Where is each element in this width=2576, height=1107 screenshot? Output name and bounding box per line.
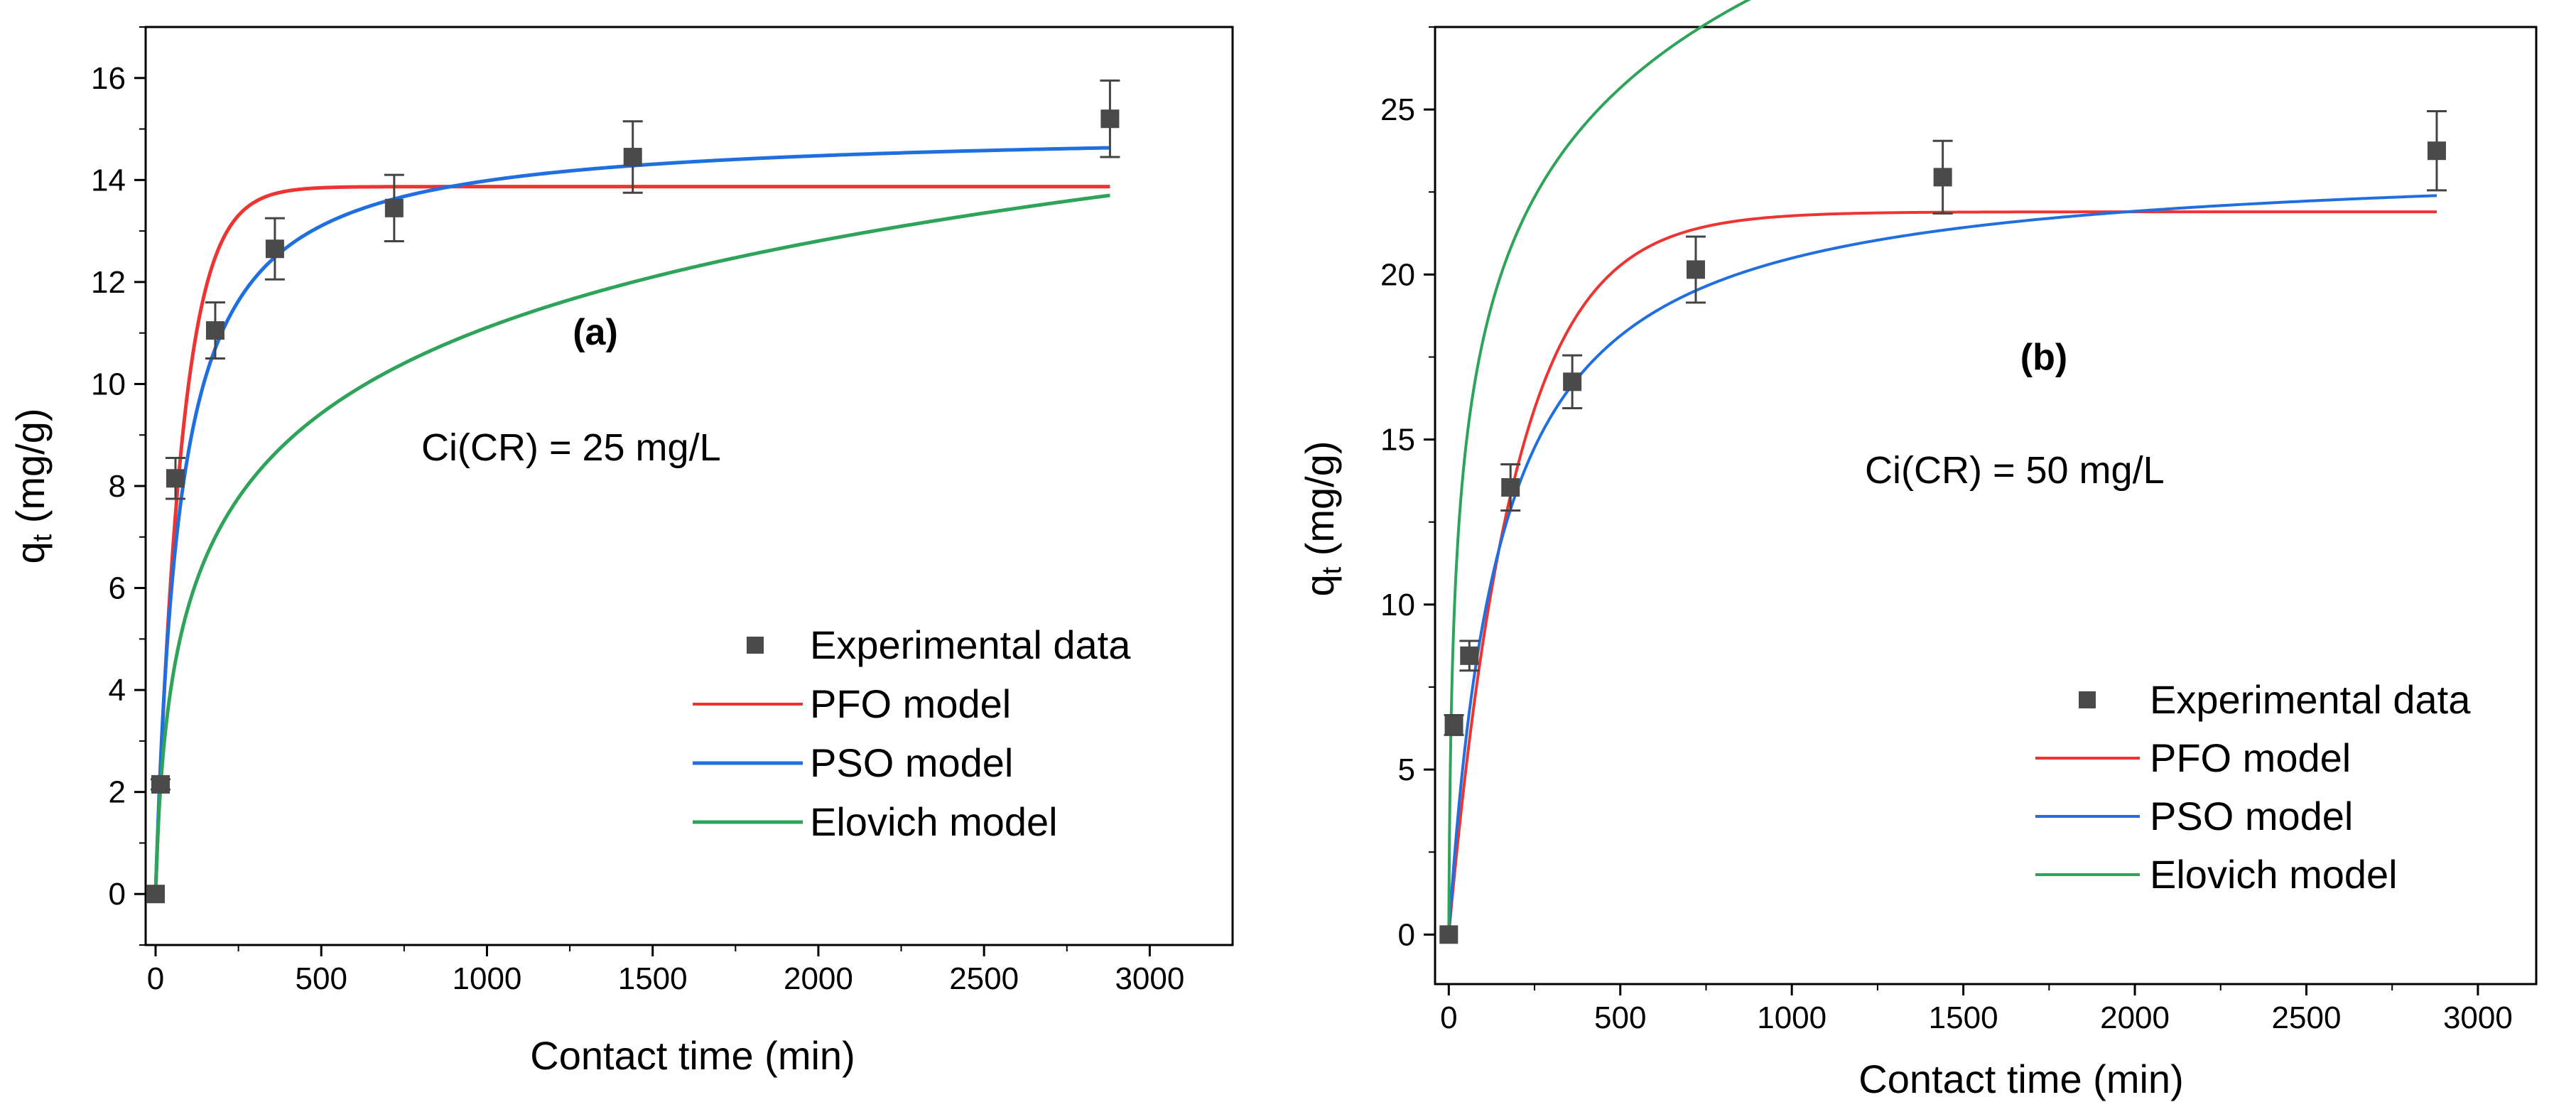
data-point xyxy=(624,148,642,166)
legend: Experimental data PFO model PSO model El… xyxy=(693,622,1131,844)
x-tick-label: 3000 xyxy=(2443,1000,2513,1035)
y-tick-label: 10 xyxy=(91,367,126,401)
legend-label-elovich: Elovich model xyxy=(810,799,1058,844)
panel-label: (a) xyxy=(573,312,618,353)
data-point xyxy=(1687,260,1705,279)
y-tick-label: 12 xyxy=(91,265,126,300)
legend-label-elovich: Elovich model xyxy=(2150,852,2398,897)
y-axis-title: qt (mg/g) xyxy=(8,408,58,563)
data-point xyxy=(206,321,224,340)
y-tick-label: 0 xyxy=(1398,917,1415,952)
y-tick-label: 0 xyxy=(109,877,126,912)
x-tick-label: 3000 xyxy=(1115,961,1184,996)
legend-label-pfo: PFO model xyxy=(810,681,1011,726)
concentration-annotation: Ci(CR) = 25 mg/L xyxy=(421,426,721,469)
plot-border xyxy=(1435,27,2536,984)
y-tick-label: 4 xyxy=(109,673,126,708)
chart-panel-a: 0 500 1000 1500 2000 2500 3000 0 2 4 6 8 10 12 14 16 (a… xyxy=(8,27,1233,1078)
y-tick-label: 10 xyxy=(1380,588,1415,622)
y-tick-label: 6 xyxy=(109,571,126,606)
legend-marker-experimental xyxy=(2079,691,2096,708)
plot-border xyxy=(146,27,1233,945)
legend: Experimental data PFO model PSO model El… xyxy=(2035,677,2471,897)
x-tick-label: 0 xyxy=(1440,1000,1457,1035)
concentration-annotation: Ci(CR) = 50 mg/L xyxy=(1865,449,2165,492)
y-tick-label: 25 xyxy=(1380,92,1415,127)
y-axis-title-subscript: t xyxy=(28,534,58,541)
panel-label: (b) xyxy=(2020,337,2067,378)
x-axis-title: Contact time (min) xyxy=(1858,1057,2183,1101)
data-point xyxy=(266,239,284,258)
x-tick-label: 2000 xyxy=(2100,1000,2170,1035)
data-point xyxy=(2428,141,2446,160)
y-tick-label: 2 xyxy=(109,775,126,810)
y-axis-title-unit: (mg/g) xyxy=(8,408,53,534)
data-point xyxy=(1563,372,1581,391)
data-point xyxy=(146,885,165,903)
x-tick-label: 500 xyxy=(296,961,347,996)
y-axis-title-main: q xyxy=(1297,574,1342,596)
y-axis-title-unit: (mg/g) xyxy=(1297,441,1342,566)
data-point xyxy=(385,199,404,217)
elovich-curve xyxy=(156,195,1110,894)
legend-marker-experimental xyxy=(747,637,764,654)
data-point xyxy=(1934,168,1952,186)
data-point xyxy=(1445,716,1463,734)
y-tick-label: 14 xyxy=(91,163,126,198)
x-tick-label: 2500 xyxy=(949,961,1019,996)
legend-label-pfo: PFO model xyxy=(2150,735,2351,780)
figure: 0 500 1000 1500 2000 2500 30000246810121416 (a… xyxy=(0,0,2576,1107)
y-axis-title-subscript: t xyxy=(1317,566,1347,574)
pfo-curve xyxy=(156,187,1110,895)
legend-label-pso: PSO model xyxy=(2150,794,2353,838)
x-tick-label: 1000 xyxy=(1757,1000,1827,1035)
plot-frame xyxy=(146,27,1233,945)
x-tick-label: 1500 xyxy=(618,961,688,996)
data-point xyxy=(1439,925,1458,944)
y-tick-label: 16 xyxy=(91,61,126,96)
y-tick-label: 5 xyxy=(1398,752,1415,787)
data-point xyxy=(1100,109,1119,128)
x-tick-label: 500 xyxy=(1594,1000,1646,1035)
x-axis-title: Contact time (min) xyxy=(530,1033,855,1078)
data-point xyxy=(166,469,185,487)
y-tick-label: 20 xyxy=(1380,257,1415,292)
chart-panel-b: 0 500 1000 1500 2000 2500 3000 0 5 10 15 20 25 (b) C… xyxy=(1297,0,2536,1101)
legend-label-experimental: Experimental data xyxy=(2150,677,2471,722)
x-tick-label: 2500 xyxy=(2272,1000,2342,1035)
legend-label-pso: PSO model xyxy=(810,740,1013,785)
plot-frame xyxy=(1435,27,2536,984)
y-tick-label: 15 xyxy=(1380,423,1415,458)
x-tick-label: 2000 xyxy=(784,961,853,996)
data-point xyxy=(1460,647,1478,665)
y-tick-label: 8 xyxy=(109,469,126,504)
x-tick-label: 1500 xyxy=(1929,1000,1998,1035)
y-axis-title-main: q xyxy=(8,541,53,563)
data-point xyxy=(151,775,170,794)
x-tick-label: 0 xyxy=(147,961,164,996)
legend-label-experimental: Experimental data xyxy=(810,622,1131,667)
y-axis-title: qt (mg/g) xyxy=(1297,441,1347,596)
data-point xyxy=(1501,478,1520,497)
x-tick-label: 1000 xyxy=(453,961,522,996)
axis-ticks: 0 500 1000 1500 2000 2500 3000 0 2 4 6 8 10 12 14 16 xyxy=(91,27,1184,996)
